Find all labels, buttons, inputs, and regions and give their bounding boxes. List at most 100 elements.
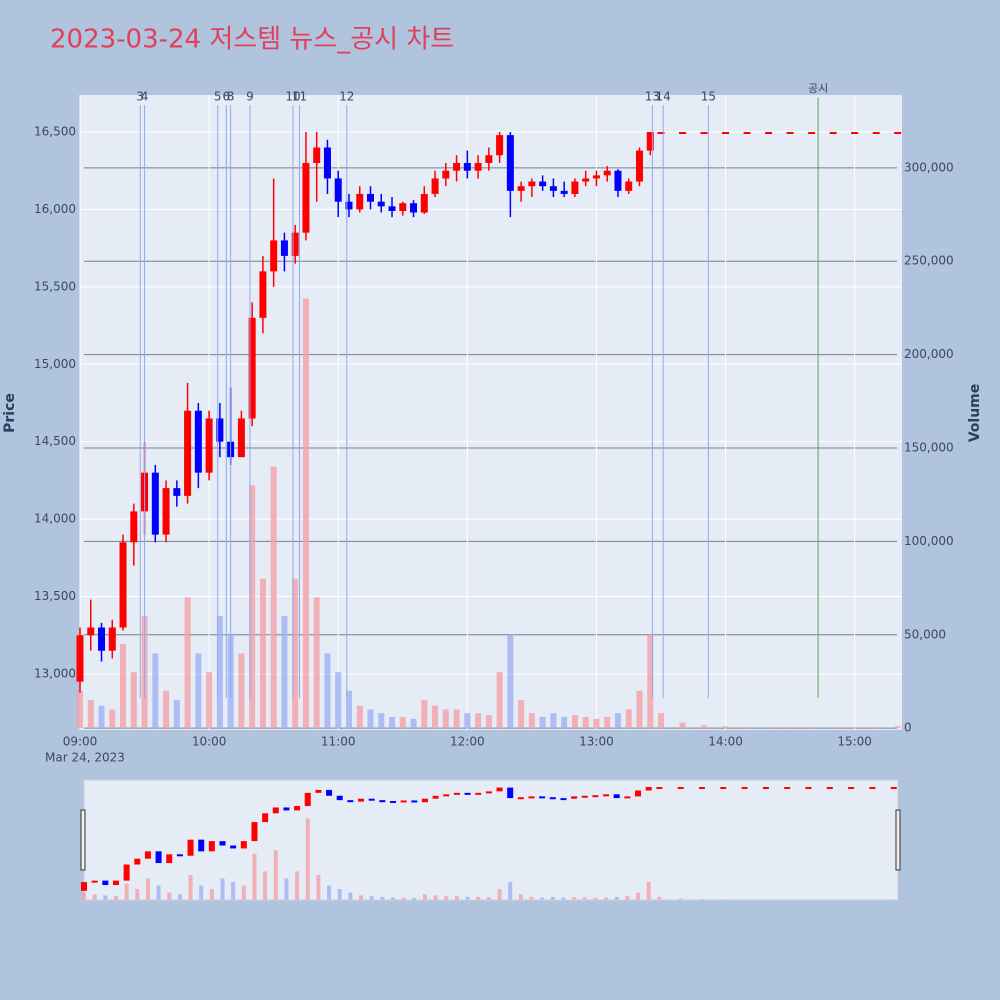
slider-handle[interactable] — [895, 809, 901, 871]
volume-bar — [528, 713, 535, 729]
slider-candle — [741, 786, 748, 789]
slider-candle — [272, 807, 279, 814]
volume-bar — [335, 672, 342, 729]
volume-bar — [647, 634, 654, 729]
y2-tick-label: 100,000 — [904, 534, 954, 548]
candle-body — [592, 175, 600, 179]
slider-candle — [411, 800, 418, 803]
slider-volume-bar — [625, 896, 630, 900]
candle-body — [517, 186, 525, 191]
slider-volume-bar — [497, 889, 502, 900]
slider-candle — [123, 864, 130, 881]
volume-bar — [679, 722, 686, 729]
volume-bar — [539, 716, 546, 729]
slider-volume-bar — [380, 896, 385, 900]
candle-body — [345, 201, 353, 210]
y2-tick-label: 300,000 — [904, 160, 954, 174]
slider-volume-bar — [444, 896, 449, 900]
slider-volume-bar — [263, 871, 268, 900]
slider-volume-bar — [401, 897, 406, 900]
volume-bar — [442, 709, 449, 729]
slider-volume-bar — [657, 896, 662, 900]
candle-body — [657, 132, 665, 135]
volume-bar — [518, 700, 525, 729]
volume-bar — [206, 672, 213, 729]
y-tick-label: 14,000 — [34, 512, 76, 526]
slider-volume-bar — [113, 896, 118, 900]
slider-candle — [283, 807, 290, 811]
volume-bar — [744, 727, 751, 729]
slider-candle — [698, 786, 705, 789]
candle-body — [194, 410, 202, 473]
slider-volume-bar — [582, 897, 587, 900]
candle-body — [399, 203, 407, 211]
volume-bar — [410, 718, 417, 729]
x-tick-label: 11:00 — [321, 735, 356, 749]
candle-body — [119, 542, 127, 628]
slider-volume-bar — [284, 878, 289, 900]
candle-body — [366, 193, 374, 202]
volume-bar — [281, 616, 288, 729]
slider-candle — [315, 789, 322, 793]
candle-body — [582, 178, 590, 182]
volume-bar — [195, 653, 202, 729]
candle-body — [280, 240, 288, 256]
slider-candle — [155, 851, 162, 864]
slider-volume-bar — [699, 899, 704, 900]
news-label: 8 — [227, 90, 235, 104]
candle-body — [872, 132, 880, 135]
slider-candle — [784, 786, 791, 789]
slider-volume-bar — [465, 896, 470, 900]
slider-volume-bar — [327, 885, 332, 900]
news-label: 3 — [136, 90, 144, 104]
volume-bar — [87, 700, 94, 729]
slider-volume-bar — [177, 894, 182, 900]
candle-body — [614, 170, 622, 191]
volume-bar — [571, 715, 578, 729]
candle-body — [388, 206, 396, 211]
range-slider[interactable] — [83, 779, 899, 901]
candle-body — [259, 271, 267, 318]
volume-bar — [98, 705, 105, 729]
slider-volume-bar — [454, 896, 459, 900]
volume-bar — [77, 690, 83, 729]
candle-body — [334, 178, 342, 202]
candle-body — [98, 627, 106, 651]
slider-volume-bar — [359, 895, 364, 900]
volume-bar — [324, 653, 331, 729]
candle-body — [377, 201, 385, 207]
volume-bar — [765, 727, 772, 729]
slider-candle — [624, 796, 631, 799]
volume-bar — [432, 705, 439, 729]
slider-candle — [528, 796, 535, 799]
y-tick-label: 16,500 — [34, 125, 76, 139]
slider-volume-bar — [231, 882, 236, 900]
candle-body — [270, 240, 278, 272]
news-label: 15 — [701, 90, 716, 104]
slider-volume-bar — [369, 896, 374, 900]
candle-body — [216, 418, 224, 442]
candle-body — [410, 203, 418, 213]
slider-candle — [603, 794, 610, 797]
volume-bar — [367, 709, 374, 729]
volume-bar — [636, 690, 643, 729]
slider-volume-bar — [167, 892, 172, 900]
slider-candle — [549, 797, 556, 800]
x-tick-label: 10:00 — [192, 735, 227, 749]
slider-candle — [592, 795, 599, 798]
volume-bar — [184, 597, 191, 729]
slider-volume-bar — [145, 878, 150, 900]
slider-candle — [304, 792, 311, 807]
disclosure-label: 공시 — [808, 82, 828, 95]
candle-body — [496, 135, 504, 156]
volume-bar — [873, 727, 880, 729]
slider-candle — [453, 792, 460, 795]
slider-handle[interactable] — [80, 809, 86, 871]
candle-body — [485, 155, 493, 163]
x-tick-label: 13:00 — [579, 735, 614, 749]
candle-body — [528, 181, 536, 187]
slider-volume-bar — [82, 892, 86, 900]
candle-body — [162, 488, 170, 535]
slider-candle — [91, 880, 98, 883]
